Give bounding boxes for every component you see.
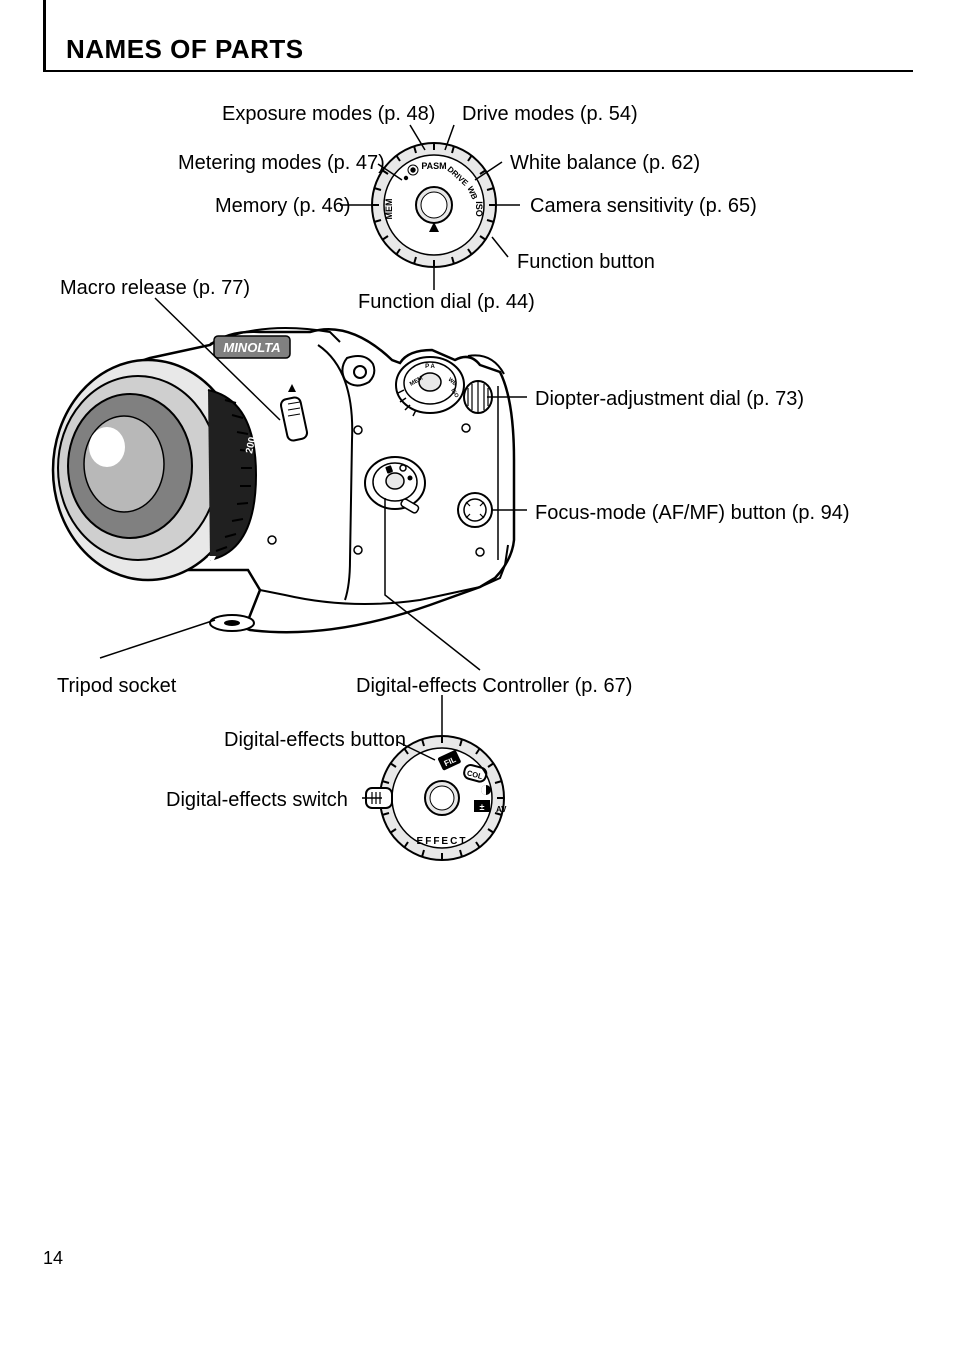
page: NAMES OF PARTS 14: [0, 0, 954, 1352]
label-function-button: Function button: [517, 251, 655, 274]
label-function-dial: Function dial (p. 44): [358, 291, 535, 314]
label-metering-modes: Metering modes (p. 47): [178, 152, 385, 175]
svg-text:±: ±: [480, 802, 485, 812]
diagram-illustration: MEM PASM DRIVE WB ISO: [0, 0, 954, 900]
svg-text:AV: AV: [496, 805, 507, 814]
svg-text:EFFECT: EFFECT: [417, 836, 468, 847]
svg-text:MEM: MEM: [384, 199, 394, 220]
label-focus-mode: Focus-mode (AF/MF) button (p. 94): [535, 502, 850, 525]
label-white-balance: White balance (p. 62): [510, 152, 700, 175]
label-digital-effects-button: Digital-effects button: [224, 729, 406, 752]
label-digital-effects-switch: Digital-effects switch: [166, 789, 348, 812]
label-tripod-socket: Tripod socket: [57, 675, 176, 698]
label-macro-release: Macro release (p. 77): [60, 277, 250, 300]
svg-text:P A: P A: [425, 364, 435, 370]
svg-text:MINOLTA: MINOLTA: [223, 340, 280, 355]
label-digital-effects-controller: Digital-effects Controller (p. 67): [356, 675, 632, 698]
label-camera-sensitivity: Camera sensitivity (p. 65): [530, 195, 757, 218]
label-memory: Memory (p. 46): [215, 195, 351, 218]
svg-text:PASM: PASM: [421, 161, 446, 171]
svg-text:ISO: ISO: [474, 201, 484, 217]
label-diopter-adjustment: Diopter-adjustment dial (p. 73): [535, 388, 804, 411]
label-drive-modes: Drive modes (p. 54): [462, 103, 638, 126]
page-number: 14: [43, 1248, 63, 1269]
label-exposure-modes: Exposure modes (p. 48): [222, 103, 435, 126]
